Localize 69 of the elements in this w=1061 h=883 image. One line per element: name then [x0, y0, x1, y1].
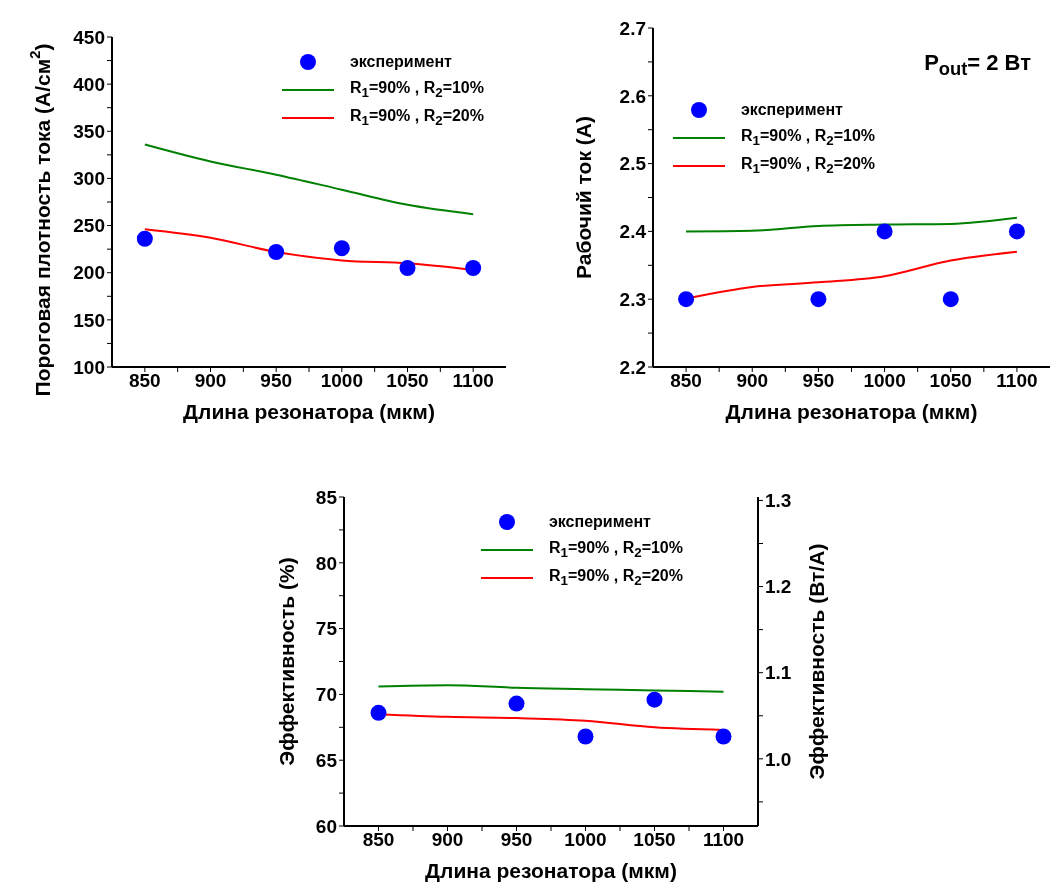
y-tick-label: 2.6: [619, 85, 646, 107]
point: [577, 728, 594, 745]
y-tick-label: 300: [73, 168, 105, 190]
y-tick-label: 350: [73, 121, 105, 143]
y-tick-label: 75: [315, 618, 338, 640]
y2-tick-label: 1.1: [765, 662, 792, 684]
point: [646, 691, 663, 708]
legend-label: эксперимент: [741, 101, 843, 119]
y-tick-label: 400: [73, 73, 105, 95]
line-series: [143, 143, 475, 216]
y-tick-label: 250: [73, 215, 105, 237]
x-tick-label: 1050: [386, 370, 429, 392]
legend-label: эксперимент: [548, 513, 651, 531]
y2-tick-label: 1.2: [765, 576, 792, 598]
point: [508, 695, 525, 712]
legend-label: R$_{1}$=90% , R$_{2}$=20%: [741, 155, 876, 177]
x-tick-label: 1100: [452, 370, 494, 392]
annotation: P$_{out}$= 2 Вт: [924, 50, 1031, 80]
x-axis-title: Длина резонатора (мкм): [183, 400, 435, 423]
x-tick-label: 1000: [863, 370, 906, 392]
x-tick-label: 1000: [320, 370, 363, 392]
y-tick-label: 85: [315, 486, 338, 508]
point: [136, 230, 153, 247]
y-axis-title: Эффективность (%): [274, 557, 298, 766]
x-tick-label: 850: [362, 829, 395, 851]
x-tick-label: 950: [260, 370, 293, 392]
x-axis-title: Длина резонатора (мкм): [725, 400, 978, 423]
point: [268, 243, 285, 260]
y-tick-label: 150: [73, 309, 105, 331]
y-tick-label: 2.2: [619, 356, 646, 378]
y-tick-label: 2.3: [619, 288, 646, 310]
y-tick-label: 2.7: [619, 17, 646, 39]
x-tick-label: 950: [802, 370, 835, 392]
point: [715, 728, 732, 745]
y-tick-label: 70: [315, 684, 337, 706]
legend-label: R$_{1}$=90% , R$_{2}$=10%: [741, 127, 876, 149]
y-tick-label: 65: [315, 749, 338, 771]
y2-tick-label: 1.0: [765, 748, 792, 770]
legend-label: R$_{1}$=90% , R$_{2}$=10%: [548, 539, 683, 561]
x-tick-label: 1050: [929, 370, 972, 392]
y-tick-label: 2.4: [619, 221, 647, 243]
y-tick-label: 80: [315, 552, 337, 574]
x-tick-label: 850: [670, 370, 702, 392]
y-tick-label: 100: [73, 356, 105, 378]
y-tick-label: 60: [315, 815, 337, 837]
x-tick-label: 1100: [996, 370, 1038, 392]
legend-label: R$_{1}$=90% , R$_{2}$=20%: [349, 107, 484, 129]
y2-tick-label: 1.3: [765, 490, 792, 512]
point: [399, 260, 416, 276]
x-tick-label: 900: [194, 370, 227, 392]
x-tick-label: 950: [500, 829, 533, 851]
point: [465, 260, 482, 276]
x-tick-label: 850: [128, 370, 161, 392]
y-tick-label: 200: [73, 262, 105, 284]
legend-label: эксперимент: [349, 53, 452, 71]
legend-label: R$_{1}$=90% , R$_{2}$=10%: [349, 79, 484, 101]
x-tick-label: 1000: [564, 829, 607, 851]
x-tick-label: 1050: [633, 829, 676, 851]
point: [370, 704, 387, 721]
legend-label: R$_{1}$=90% , R$_{2}$=20%: [548, 567, 683, 589]
y-tick-label: 450: [73, 26, 105, 48]
y-tick-label: 2.5: [619, 153, 647, 175]
y2-axis-title: Эффективность (Вт/А): [804, 543, 828, 780]
x-tick-label: 1100: [702, 829, 745, 851]
x-tick-label: 900: [736, 370, 769, 392]
x-tick-label: 900: [431, 829, 464, 851]
y-axis-title: Рабочий ток (А): [571, 116, 595, 279]
point: [333, 240, 350, 257]
x-axis-title: Длина резонатора (мкм): [425, 859, 677, 882]
